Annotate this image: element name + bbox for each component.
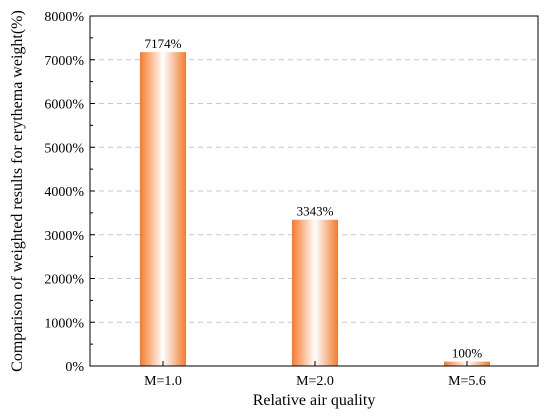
data-label: 100% xyxy=(452,346,483,361)
y-tick-label: 7000% xyxy=(44,54,84,69)
x-tick-label: M=2.0 xyxy=(296,374,334,389)
bars xyxy=(140,52,490,366)
y-tick-label: 3000% xyxy=(44,229,84,244)
y-tick-label: 2000% xyxy=(44,273,84,288)
data-label: 3343% xyxy=(297,204,334,219)
x-axis-ticks: M=1.0 M=2.0 M=5.6 xyxy=(144,361,486,389)
y-tick-label: 6000% xyxy=(44,98,84,113)
y-tick-label: 5000% xyxy=(44,141,84,156)
y-tick-label: 0% xyxy=(65,360,84,375)
y-axis-title: Comparison of weighted results for eryth… xyxy=(9,10,26,372)
y-axis-ticks: 0% 1000% 2000% 3000% 4000% 5000% 6000% 7000% 800… xyxy=(44,10,95,375)
y-tick-label: 8000% xyxy=(44,10,84,25)
y-tick-label: 4000% xyxy=(44,185,84,200)
x-axis-title: Relative air quality xyxy=(253,392,376,409)
data-labels: 7174% 3343% 100% xyxy=(145,36,483,360)
data-label: 7174% xyxy=(145,36,182,51)
y-tick-label: 1000% xyxy=(44,316,84,331)
x-tick-label: M=5.6 xyxy=(448,374,486,389)
bar xyxy=(292,219,338,366)
x-tick-label: M=1.0 xyxy=(144,374,182,389)
bar xyxy=(140,52,186,366)
